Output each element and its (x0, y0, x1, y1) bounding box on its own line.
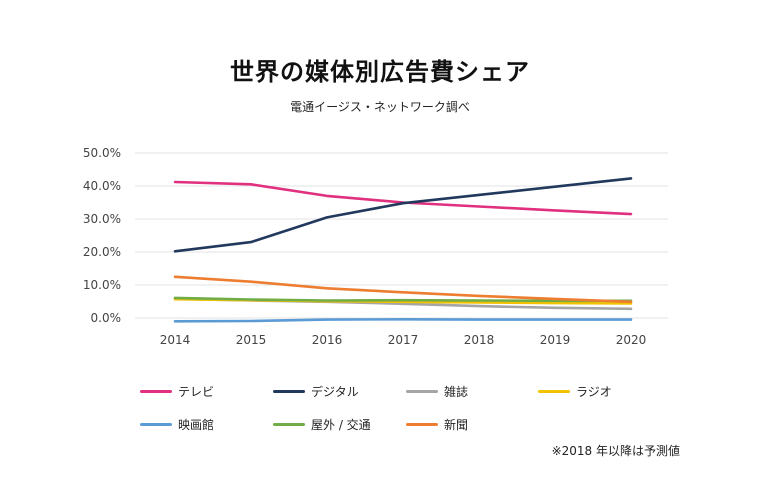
legend-label: ラジオ (576, 385, 612, 399)
legend-item: 映画館 (140, 416, 214, 433)
legend-item: テレビ (140, 383, 214, 400)
y-tick-label: 20.0% (83, 245, 121, 259)
chart-title: 世界の媒体別広告費シェア (230, 58, 530, 86)
x-tick-label: 2017 (388, 333, 419, 347)
legend-label: 雑誌 (444, 385, 469, 399)
legend-label: デジタル (311, 385, 359, 399)
legend-swatch (406, 390, 438, 393)
series-line-5 (173, 296, 633, 303)
x-tick-label: 2015 (236, 333, 267, 347)
y-tick-label: 30.0% (83, 212, 121, 226)
chart-subtitle: 電通イージス・ネットワーク調べ (290, 100, 470, 114)
legend-swatch (538, 390, 570, 393)
x-tick-label: 2014 (160, 333, 191, 347)
legend-swatch (140, 390, 172, 393)
series-line-1 (173, 177, 633, 253)
y-tick-label: 10.0% (83, 278, 121, 292)
x-tick-label: 2018 (464, 333, 495, 347)
legend-item: デジタル (273, 383, 359, 400)
legend-item: 雑誌 (406, 383, 468, 400)
series-line-4 (173, 317, 633, 323)
legend-item: 新聞 (406, 416, 468, 433)
legend-swatch (273, 423, 305, 426)
legend-label: テレビ (178, 385, 215, 399)
legend-label: 屋外 / 交通 (311, 418, 371, 432)
x-tick-label: 2019 (540, 333, 571, 347)
legend-label: 映画館 (178, 418, 215, 432)
legend-swatch (140, 423, 172, 426)
x-tick-label: 2016 (312, 333, 343, 347)
legend-item: ラジオ (538, 383, 612, 400)
legend-item: 屋外 / 交通 (273, 416, 371, 433)
legend-swatch (406, 423, 438, 426)
legend-swatch (273, 390, 305, 393)
legend-label: 新聞 (444, 418, 469, 432)
series-line-6 (173, 275, 633, 304)
y-tick-label: 0.0% (91, 311, 122, 325)
y-tick-label: 40.0% (83, 179, 121, 193)
x-tick-label: 2020 (616, 333, 647, 347)
y-tick-label: 50.0% (83, 146, 121, 160)
footnote: ※2018 年以降は予測値 (551, 444, 680, 458)
